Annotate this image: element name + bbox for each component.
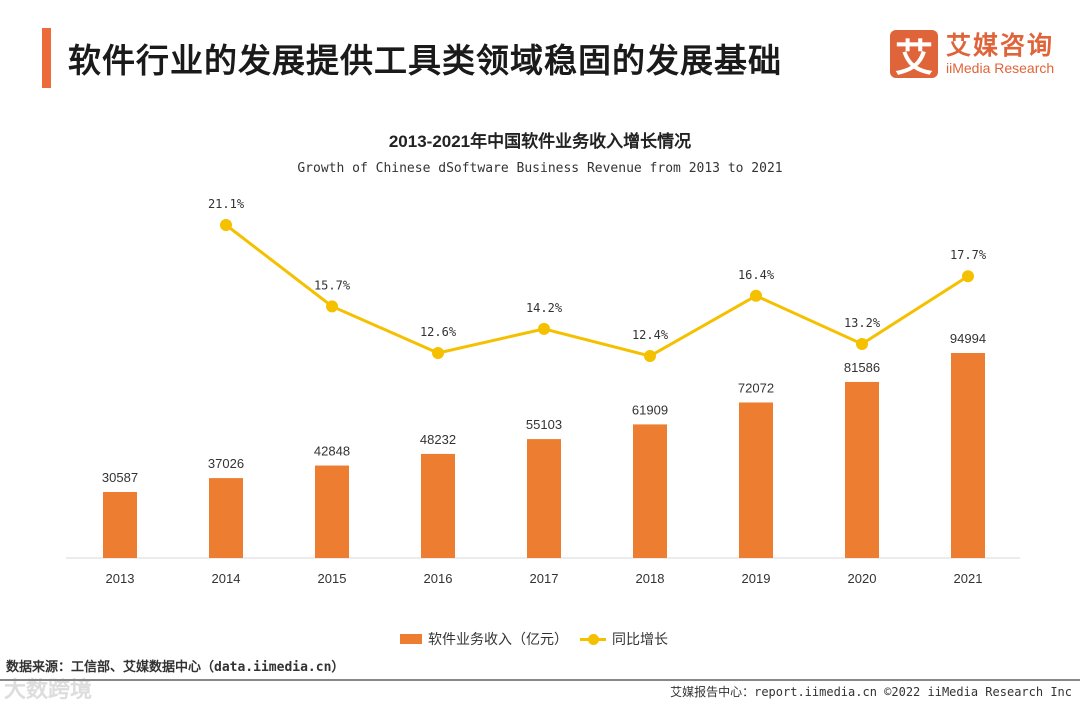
bar: [315, 465, 349, 558]
page-title: 软件行业的发展提供工具类领域稳固的发展基础: [68, 41, 782, 80]
title-accent-bar: [42, 28, 51, 88]
growth-label: 12.6%: [420, 325, 457, 339]
growth-label: 13.2%: [844, 316, 881, 330]
chart-subtitle: Growth of Chinese dSoftware Business Rev…: [297, 161, 783, 176]
bar: [209, 478, 243, 558]
legend-line-label: 同比增长: [612, 631, 668, 647]
bar: [739, 402, 773, 558]
footer-divider: [0, 679, 1080, 681]
growth-label: 21.1%: [208, 197, 245, 211]
bar: [951, 353, 985, 558]
bar-value-label: 61909: [632, 402, 668, 417]
growth-line: [225, 223, 969, 358]
source-note: 数据来源：工信部、艾媒数据中心（data.iimedia.cn）: [6, 660, 345, 675]
bar-value-label: 72072: [738, 380, 774, 395]
logo-mark: 艾: [890, 30, 938, 80]
bar-value-label: 81586: [844, 360, 880, 375]
x-tick-label: 2013: [106, 571, 135, 586]
growth-point: [856, 337, 868, 350]
bar-value-label: 30587: [102, 470, 138, 485]
x-tick-label: 2019: [742, 571, 771, 586]
growth-point: [538, 322, 550, 335]
growth-point: [644, 350, 656, 363]
x-tick-label: 2018: [636, 571, 665, 586]
x-tick-label: 2015: [318, 571, 347, 586]
footer: 艾媒报告中心：report.iimedia.cn ©2022 iiMedia R…: [670, 685, 1072, 699]
bar: [527, 439, 561, 558]
bar-value-label: 37026: [208, 456, 244, 471]
bar-value-label: 48232: [420, 432, 456, 447]
x-tick-label: 2020: [848, 571, 877, 586]
watermark: 大数跨境: [4, 677, 93, 702]
growth-point: [750, 289, 762, 302]
bar: [421, 453, 455, 558]
logo-cn: 艾媒咨询: [946, 32, 1055, 60]
legend: 软件业务收入（亿元） 同比增长: [400, 629, 668, 649]
bar: [845, 381, 879, 558]
legend-bar-label: 软件业务收入（亿元）: [428, 631, 568, 647]
legend-bar-swatch: [400, 634, 422, 644]
growth-label: 12.4%: [632, 328, 669, 342]
x-tick-label: 2014: [212, 571, 241, 586]
bar: [633, 424, 667, 558]
chart-title: 2013-2021年中国软件业务收入增长情况: [388, 132, 692, 151]
x-tick-label: 2017: [530, 571, 559, 586]
bar: [103, 491, 137, 558]
growth-point: [432, 347, 444, 360]
bar-value-label: 55103: [526, 417, 562, 432]
growth-label: 16.4%: [738, 268, 775, 282]
legend-line-swatch: [580, 633, 606, 645]
x-tick-label: 2016: [424, 571, 453, 586]
growth-point: [220, 219, 232, 231]
x-tick-label: 2021: [954, 571, 983, 586]
bar-value-label: 42848: [314, 444, 350, 459]
growth-label: 17.7%: [950, 248, 987, 262]
bar-value-label: 94994: [950, 331, 986, 346]
logo-en: iiMedia Research: [946, 60, 1055, 76]
growth-label: 15.7%: [314, 278, 351, 292]
iimedia-logo: 艾 艾媒咨询 iiMedia Research: [890, 30, 1055, 80]
growth-label: 14.2%: [526, 301, 563, 315]
growth-point: [962, 270, 974, 283]
growth-point: [326, 300, 338, 313]
